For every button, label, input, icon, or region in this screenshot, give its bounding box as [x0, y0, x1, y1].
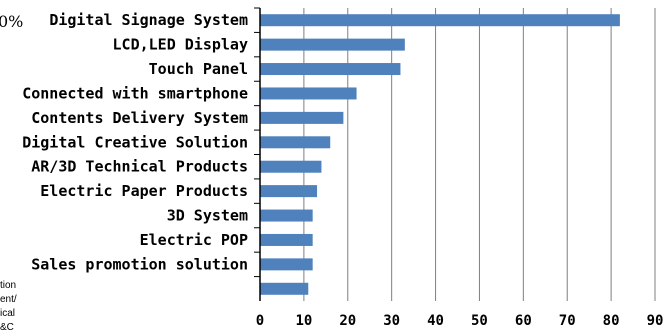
bar [260, 111, 344, 124]
bar [260, 185, 318, 198]
x-tick-labels: 0 10 20 30 40 50 60 70 80 90 [256, 313, 664, 329]
cropped-percent-fragment: 0% [0, 12, 23, 31]
bar [260, 136, 331, 149]
category-label: Electric Paper Products [40, 182, 248, 200]
gridlines [259, 8, 656, 301]
cropped-fragments: 0% tion ent/ical&C [0, 12, 23, 333]
category-label: Sales promotion solution [31, 255, 248, 273]
x-tick-label: 90 [647, 313, 664, 329]
x-tick-label: 80 [603, 313, 620, 329]
x-tick-label: 40 [427, 313, 444, 329]
category-label: Digital Signage System [49, 11, 248, 29]
bar [260, 14, 620, 27]
bar [260, 160, 322, 173]
bar [260, 209, 313, 222]
x-tick-label: 20 [339, 313, 356, 329]
x-tick-label: 50 [471, 313, 488, 329]
bar [260, 233, 313, 246]
category-labels: Digital Signage System LCD,LED Display Tou… [22, 11, 248, 273]
bar [260, 63, 401, 76]
bar [260, 258, 313, 271]
bar [260, 282, 309, 295]
x-tick-label: 70 [559, 313, 576, 329]
bars [260, 14, 620, 295]
category-label: LCD,LED Display [113, 36, 248, 54]
x-tick-label: 60 [515, 313, 532, 329]
category-label: Contents Delivery System [31, 109, 248, 127]
bar [260, 38, 405, 51]
category-label: Electric POP [140, 231, 248, 249]
category-label: Digital Creative Solution [22, 133, 248, 151]
category-label: Touch Panel [149, 60, 248, 78]
cropped-text-fragment: tion [0, 280, 16, 291]
x-tick-label: 10 [295, 313, 312, 329]
category-label: 3D System [167, 207, 248, 225]
bar [260, 87, 357, 100]
category-label: AR/3D Technical Products [31, 158, 248, 176]
cropped-text-fragment: ent/ [0, 294, 17, 305]
cropped-text-fragment: &C [0, 322, 14, 333]
category-label: Connected with smartphone [22, 84, 248, 102]
axes [254, 7, 261, 301]
x-tick-label: 0 [256, 313, 264, 329]
cropped-text-fragment: ical [0, 308, 15, 319]
x-tick-label: 30 [383, 313, 400, 329]
